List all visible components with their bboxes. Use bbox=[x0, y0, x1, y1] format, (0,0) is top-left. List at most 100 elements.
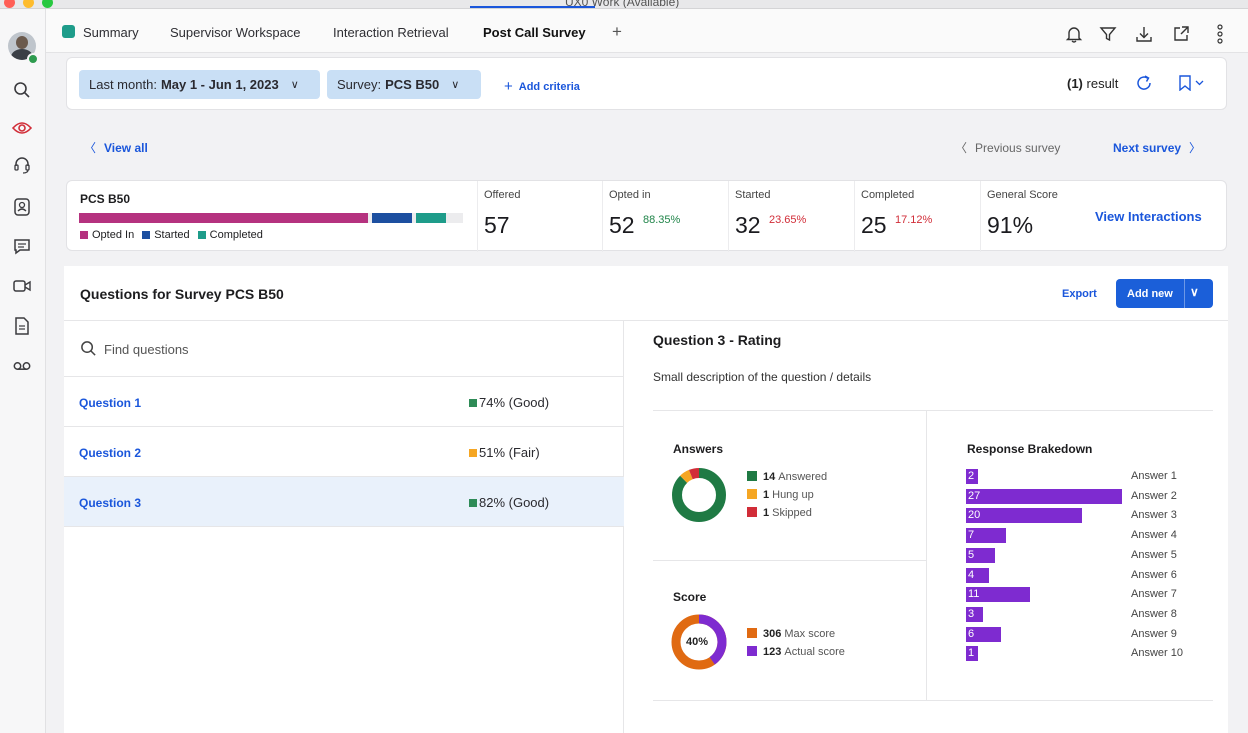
tab-interaction-retrieval[interactable]: Interaction Retrieval bbox=[333, 25, 449, 40]
question-search[interactable]: Find questions bbox=[64, 321, 624, 377]
bookmark-dropdown[interactable] bbox=[1175, 72, 1209, 94]
metric-percent: 17.12% bbox=[895, 214, 933, 226]
answers-legend-hung-up: 1 Hung up bbox=[747, 489, 814, 501]
chat-icon[interactable] bbox=[11, 235, 33, 257]
response-bar-value: 27 bbox=[968, 490, 981, 502]
window-title: UX0 Work (Available) bbox=[565, 0, 680, 9]
response-bar bbox=[966, 548, 995, 563]
response-bar-value: 3 bbox=[968, 608, 975, 620]
response-breakdown-title: Response Brakedown bbox=[967, 442, 1093, 456]
metric-value: 52 bbox=[609, 212, 635, 238]
survey-prefix: Survey: bbox=[337, 77, 382, 92]
date-range-filter[interactable]: Last month: May 1 - Jun 1, 2023 ∨ bbox=[79, 70, 320, 99]
view-all-link[interactable]: 〈 View all bbox=[84, 139, 148, 156]
questions-panel: Questions for Survey PCS B50 Export Add … bbox=[64, 266, 1228, 733]
export-button[interactable]: Export bbox=[1062, 288, 1097, 300]
opted-in-segment bbox=[79, 213, 368, 223]
voicemail-icon[interactable] bbox=[11, 355, 33, 377]
previous-survey-link[interactable]: 〈 Previous survey bbox=[955, 139, 1060, 156]
score-status-icon bbox=[469, 499, 477, 507]
metric-opted-in: Opted in 52 88.35% bbox=[602, 181, 728, 252]
add-tab-button[interactable]: + bbox=[612, 22, 622, 41]
score-title: Score bbox=[673, 590, 707, 604]
metric-value: 57 bbox=[484, 212, 510, 238]
video-icon[interactable] bbox=[11, 275, 33, 297]
survey-summary-card: PCS B50 Opted In Started Completed Offer… bbox=[66, 180, 1227, 252]
question-row[interactable]: Question 1 74% (Good) bbox=[64, 377, 624, 427]
response-breakdown-chart: 2 Answer 1 27 Answer 2 20 Answer 3 7 Answer 4 5 A… bbox=[625, 321, 1183, 661]
tab-post-call-survey[interactable]: Post Call Survey bbox=[483, 25, 586, 40]
more-options-icon[interactable] bbox=[1214, 23, 1226, 45]
question-title: Question 3 - Rating bbox=[653, 332, 782, 348]
close-window-button[interactable] bbox=[4, 0, 15, 8]
answers-title: Answers bbox=[673, 442, 724, 456]
response-bar bbox=[966, 469, 978, 484]
question-description: Small description of the question / deta… bbox=[653, 370, 872, 384]
response-bar bbox=[966, 587, 1030, 602]
tab-summary[interactable]: Summary bbox=[83, 25, 139, 40]
response-bar bbox=[966, 528, 1006, 543]
minimize-window-button[interactable] bbox=[23, 0, 34, 8]
result-count-label: result bbox=[1086, 76, 1119, 91]
download-icon[interactable] bbox=[1133, 23, 1155, 45]
metric-label: Offered bbox=[484, 189, 521, 201]
legend-started: Started bbox=[142, 229, 190, 241]
answers-donut-answered bbox=[672, 468, 726, 522]
add-new-button[interactable]: Add new ∨ bbox=[1116, 279, 1213, 308]
survey-filter[interactable]: Survey: PCS B50 ∨ bbox=[327, 70, 481, 99]
metric-started: Started 32 23.65% bbox=[728, 181, 854, 252]
started-segment bbox=[372, 213, 412, 223]
previous-survey-label: Previous survey bbox=[975, 141, 1061, 155]
question-name: Question 1 bbox=[79, 396, 142, 410]
chevron-down-icon[interactable]: ∨ bbox=[1190, 285, 1199, 299]
bell-icon[interactable] bbox=[1063, 23, 1085, 45]
open-external-icon[interactable] bbox=[1170, 23, 1192, 45]
score-donut-chart bbox=[671, 614, 727, 670]
panel-title: Questions for Survey PCS B50 bbox=[80, 286, 284, 302]
question-score: 51% (Fair) bbox=[469, 445, 540, 460]
score-status-icon bbox=[469, 449, 477, 457]
response-bar-label: Answer 7 bbox=[1131, 588, 1177, 600]
filter-bar: Last month: May 1 - Jun 1, 2023 ∨ Survey… bbox=[66, 57, 1227, 110]
document-icon[interactable] bbox=[11, 315, 33, 337]
question-row[interactable]: Question 2 51% (Fair) bbox=[64, 427, 624, 477]
response-bar-label: Answer 2 bbox=[1131, 490, 1177, 502]
app-color-swatch bbox=[62, 25, 75, 38]
plus-icon: + bbox=[504, 78, 513, 95]
next-survey-link[interactable]: Next survey 〉 bbox=[1113, 139, 1201, 156]
date-range-value: May 1 - Jun 1, 2023 bbox=[160, 77, 279, 92]
search-icon[interactable] bbox=[11, 79, 33, 101]
next-survey-label: Next survey bbox=[1113, 141, 1182, 155]
completed-segment bbox=[416, 213, 446, 223]
metric-label: Started bbox=[735, 189, 771, 201]
zoom-window-button[interactable] bbox=[42, 0, 53, 8]
view-interactions-link[interactable]: View Interactions bbox=[1095, 209, 1202, 224]
question-detail: Question 3 - Rating Small description of… bbox=[625, 321, 1228, 733]
metric-completed: Completed 25 17.12% bbox=[854, 181, 980, 252]
response-bar-label: Answer 10 bbox=[1131, 647, 1183, 659]
funnel-progress-bar bbox=[79, 213, 463, 223]
tab-supervisor-workspace[interactable]: Supervisor Workspace bbox=[170, 25, 301, 40]
question-score: 82% (Good) bbox=[469, 495, 549, 510]
search-input[interactable]: Find questions bbox=[104, 342, 189, 357]
score-donut-actual bbox=[671, 614, 727, 670]
answers-donut-chart bbox=[672, 468, 726, 522]
score-legend-actual: 123 Actual score bbox=[747, 646, 845, 658]
metric-value: 32 bbox=[735, 212, 761, 238]
filter-icon[interactable] bbox=[1097, 23, 1119, 45]
contacts-icon[interactable] bbox=[11, 196, 33, 218]
search-icon bbox=[80, 340, 97, 360]
chevron-left-icon: 〈 bbox=[955, 141, 968, 155]
window-controls[interactable] bbox=[4, 0, 53, 8]
eye-icon[interactable] bbox=[11, 117, 33, 139]
question-row-selected[interactable]: Question 3 82% (Good) bbox=[64, 477, 624, 527]
score-legend-max: 306 Max score bbox=[747, 628, 835, 640]
refresh-icon[interactable] bbox=[1133, 72, 1155, 94]
add-criteria-button[interactable]: + Add criteria bbox=[504, 78, 580, 95]
response-bar-label: Answer 5 bbox=[1131, 549, 1177, 561]
response-bar-value: 6 bbox=[968, 628, 975, 640]
result-count: (1) result bbox=[1067, 76, 1118, 91]
response-bar bbox=[966, 489, 1122, 504]
headset-icon[interactable] bbox=[11, 154, 33, 176]
response-bar-value: 1 bbox=[968, 647, 975, 659]
